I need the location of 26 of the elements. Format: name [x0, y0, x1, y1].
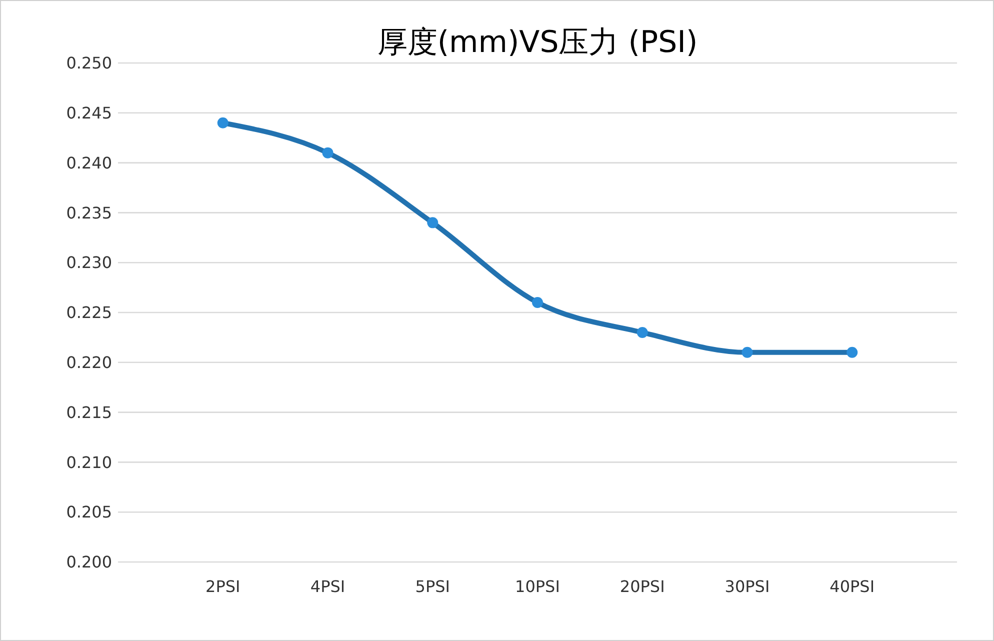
point — [532, 297, 543, 308]
x-tick-label: 20PSI — [620, 577, 665, 596]
point — [427, 217, 438, 228]
y-tick-label: 0.200 — [66, 552, 112, 572]
y-tick-label: 0.225 — [66, 303, 112, 322]
y-tick-label: 0.210 — [66, 452, 112, 472]
y-tick-label: 0.235 — [66, 203, 112, 222]
point — [217, 117, 228, 128]
x-tick-label: 2PSI — [206, 577, 240, 596]
chart-title: 厚度(mm)VS压力 (PSI) — [377, 25, 698, 60]
x-tick-label: 5PSI — [415, 577, 450, 596]
x-tick-label: 30PSI — [724, 577, 770, 596]
point — [322, 147, 334, 158]
point — [742, 346, 753, 358]
y-tick-label: 0.240 — [66, 153, 112, 172]
x-tick-label: 4PSI — [310, 577, 346, 596]
x-tick-label: 10PSI — [515, 577, 560, 596]
point — [636, 326, 648, 338]
x-tick-label: 40PSI — [830, 577, 875, 596]
y-tick-label: 0.250 — [66, 54, 112, 73]
y-tick-label: 0.205 — [66, 502, 112, 522]
y-tick-label: 0.230 — [66, 253, 112, 272]
y-tick-label: 0.220 — [66, 353, 112, 372]
y-tick-label: 0.245 — [66, 104, 112, 122]
y-tick-label: 0.215 — [66, 402, 112, 422]
point — [846, 346, 858, 358]
